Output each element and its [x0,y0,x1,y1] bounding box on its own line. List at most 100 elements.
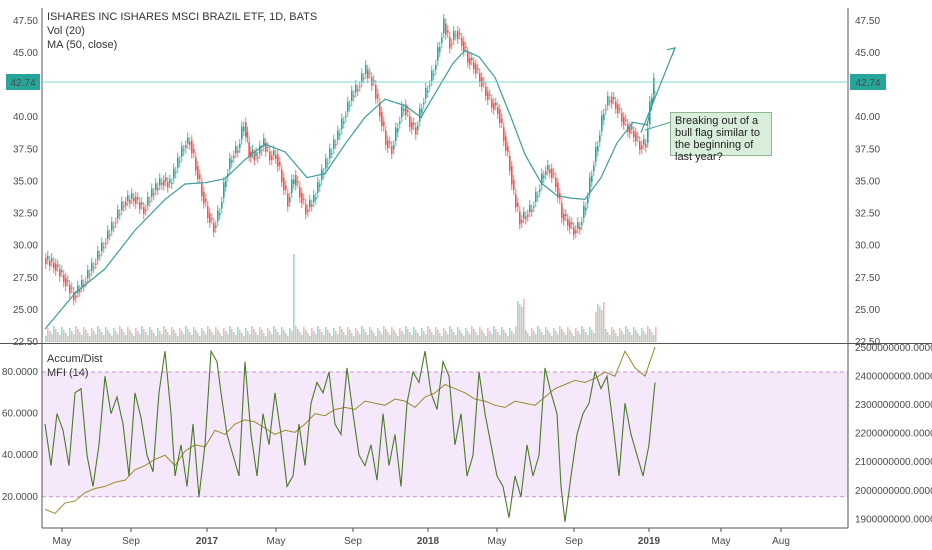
candle-body [351,90,353,101]
price-tick-left-7: 40.00 [13,112,38,123]
volume-bar [609,335,611,342]
candle-body [213,222,215,233]
volume-bar [121,329,123,342]
volume-bar [143,329,145,342]
candle-body [299,186,301,198]
candle-body [349,105,351,107]
price-tick-right-3: 30.00 [855,241,880,252]
candle-body [93,267,95,269]
volume-bar [549,333,551,342]
volume-bar [645,334,647,342]
candle-body [248,142,250,157]
volume-bar [439,333,441,342]
volume-bar [147,335,149,342]
volume-bar [647,326,649,342]
volume-bar [537,326,539,342]
volume-bar [597,304,599,342]
volume-bar [641,328,643,342]
volume-bar [167,332,169,342]
candle-body [231,160,233,163]
candle-body [571,222,573,225]
volume-bar [589,327,591,342]
volume-bar [199,336,201,342]
candle-body [501,118,503,123]
volume-bar [67,336,69,342]
candle-body [61,270,63,273]
volume-bar [623,334,625,342]
volume-bar [337,334,339,342]
x-tick-label-1: Sep [122,536,140,547]
candle-body [467,52,469,63]
volume-bar [441,336,443,342]
volume-bar [347,327,349,342]
candle-body [461,37,463,46]
candle-body [169,179,171,184]
candle-body [141,202,143,205]
candle-body [627,124,629,132]
candle-body [347,101,349,112]
volume-bar [579,334,581,342]
candle-body [145,209,147,211]
candle-body [417,125,419,131]
candle-body [325,158,327,169]
candle-body [155,183,157,191]
candle-body [469,58,471,65]
volume-bar [381,334,383,342]
volume-bar [221,336,223,342]
volume-bar [491,334,493,342]
volume-bar [75,326,77,342]
candle-body [199,174,201,179]
volume-bar [473,329,475,342]
volume-bar [383,326,385,342]
volume-bar [291,331,293,342]
candle-body [609,100,611,102]
volume-bar [561,329,563,342]
candle-body [105,243,107,245]
candle-body [53,262,55,269]
candle-body [429,85,431,87]
candle-body [123,206,125,208]
volume-bar [639,336,641,342]
candle-body [441,37,443,43]
candle-body [191,140,193,154]
volume-bar [459,330,461,342]
volume-bar [507,336,509,342]
volume-bar [71,331,73,342]
volume-bar [125,335,127,342]
price-tick-left-3: 30.00 [13,241,38,252]
candle-body [59,269,61,277]
volume-bar [529,336,531,342]
candle-body [579,226,581,230]
volume-bar [503,330,505,342]
volume-bar [391,327,393,342]
volume-bar [253,329,255,342]
candle-body [463,41,465,52]
volume-bar [357,331,359,342]
chart-annotation: Breaking out of a bull flag similar to t… [670,112,772,163]
volume-bar [149,327,151,342]
volume-bar [79,332,81,342]
volume-bar [193,327,195,342]
volume-bar [513,334,515,342]
candle-body [589,177,591,193]
volume-bar [77,329,79,342]
volume-bar [395,333,397,342]
mfi-tick-3: 80.0000 [2,367,39,378]
price-tick-right-7: 40.00 [855,112,880,123]
volume-bar [243,336,245,342]
candle-body [115,222,117,224]
volume-bar [415,330,417,342]
candle-body [431,70,433,81]
candle-body [179,161,181,163]
volume-bar [157,328,159,342]
candle-body [209,213,211,223]
candle-body [201,183,203,197]
volume-bar [315,334,317,342]
volume-bar [179,328,181,342]
volume-bar [287,336,289,342]
candle-body [259,145,261,154]
candle-body [599,135,601,142]
volume-bar [101,332,103,342]
candle-body [197,166,199,180]
candle-body [45,258,47,265]
